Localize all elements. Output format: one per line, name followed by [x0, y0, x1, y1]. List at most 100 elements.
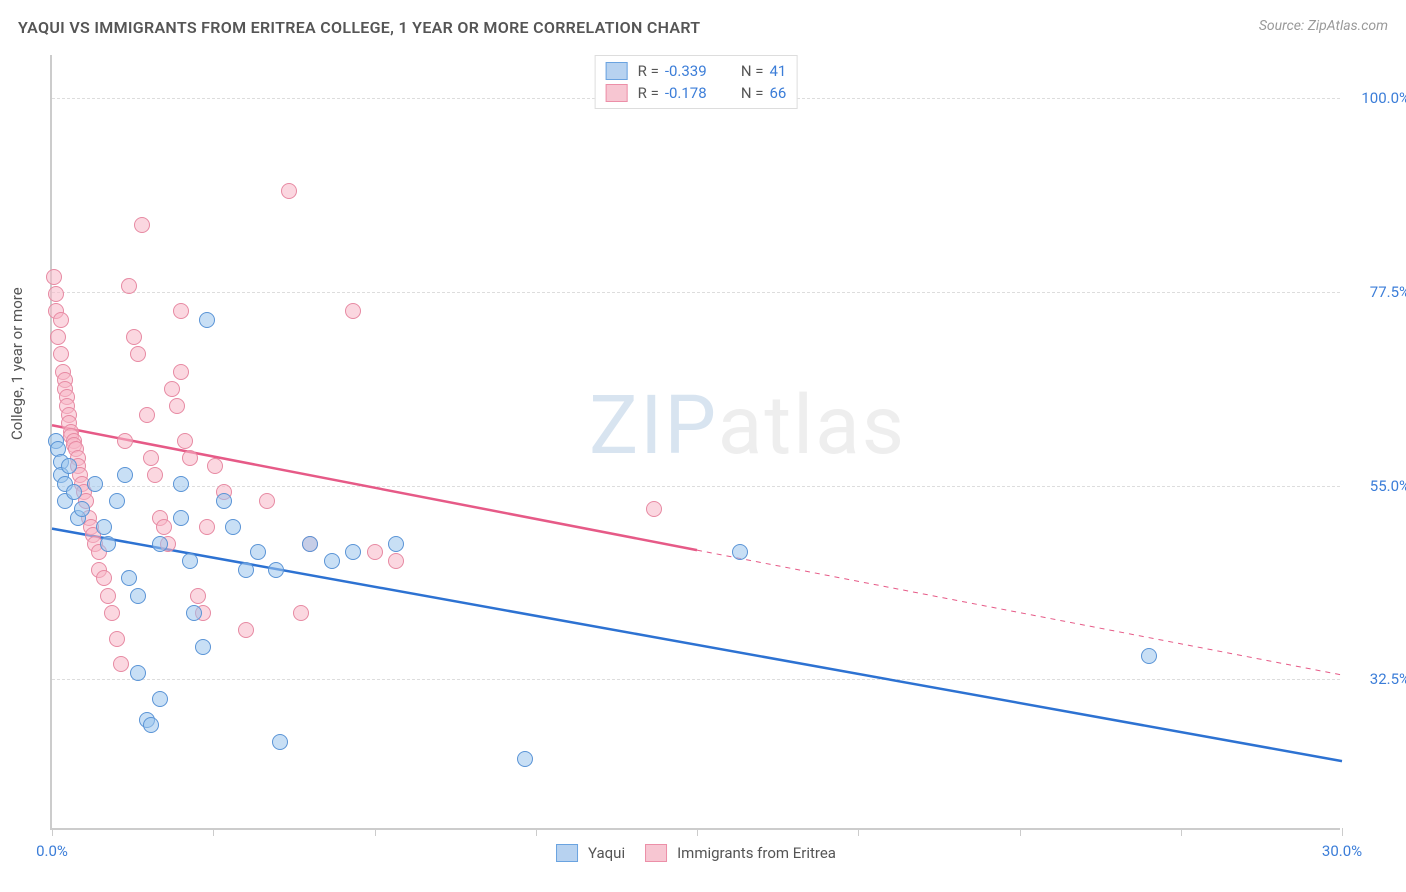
x-tick-label: 0.0%	[36, 842, 68, 860]
trend-line-dashed	[697, 550, 1342, 675]
scatter-point	[216, 493, 232, 509]
scatter-point	[152, 691, 168, 707]
scatter-point	[53, 346, 69, 362]
x-tick-label: 30.0%	[1322, 842, 1362, 860]
legend-n-value: 41	[769, 62, 786, 80]
scatter-point	[173, 510, 189, 526]
scatter-point	[134, 217, 150, 233]
trend-lines	[52, 55, 1340, 828]
scatter-point	[250, 544, 266, 560]
x-tick	[52, 828, 53, 836]
legend-series-item: Immigrants from Eritrea	[645, 844, 836, 862]
legend-series-label: Yaqui	[588, 844, 625, 862]
legend-correlation: R = -0.339 N = 41R = -0.178 N = 66	[595, 55, 798, 109]
scatter-point	[130, 588, 146, 604]
scatter-point	[259, 493, 275, 509]
scatter-point	[143, 450, 159, 466]
legend-series-item: Yaqui	[556, 844, 625, 862]
legend-n-label: N =	[741, 84, 764, 102]
x-tick	[858, 828, 859, 836]
y-tick-label: 55.0%	[1350, 477, 1406, 495]
scatter-point	[190, 588, 206, 604]
scatter-point	[121, 570, 137, 586]
scatter-point	[96, 519, 112, 535]
scatter-point	[87, 476, 103, 492]
scatter-point	[173, 303, 189, 319]
scatter-point	[152, 536, 168, 552]
scatter-point	[182, 553, 198, 569]
legend-row: R = -0.339 N = 41	[606, 60, 787, 82]
scatter-point	[143, 717, 159, 733]
scatter-point	[147, 467, 163, 483]
scatter-point	[61, 458, 77, 474]
scatter-point	[156, 519, 172, 535]
legend-n-label: N =	[741, 62, 764, 80]
scatter-point	[109, 493, 125, 509]
scatter-point	[130, 346, 146, 362]
scatter-point	[1141, 648, 1157, 664]
scatter-point	[139, 407, 155, 423]
y-axis-label: College, 1 year or more	[8, 287, 26, 440]
x-tick	[1020, 828, 1021, 836]
x-tick	[213, 828, 214, 836]
scatter-point	[238, 622, 254, 638]
scatter-point	[268, 562, 284, 578]
trend-line	[52, 425, 697, 550]
scatter-point	[302, 536, 318, 552]
scatter-point	[345, 303, 361, 319]
legend-r-label: R =	[638, 84, 659, 102]
scatter-point	[164, 381, 180, 397]
scatter-point	[281, 183, 297, 199]
scatter-point	[199, 519, 215, 535]
scatter-point	[100, 588, 116, 604]
x-tick	[536, 828, 537, 836]
legend-swatch	[606, 84, 628, 102]
source-attribution: Source: ZipAtlas.com	[1259, 18, 1388, 34]
scatter-point	[169, 398, 185, 414]
chart-plot-area: ZIPatlas 32.5%55.0%77.5%100.0% 0.0%30.0%…	[50, 55, 1340, 830]
scatter-point	[104, 605, 120, 621]
scatter-point	[388, 536, 404, 552]
y-tick-label: 32.5%	[1350, 670, 1406, 688]
scatter-point	[646, 501, 662, 517]
scatter-point	[173, 364, 189, 380]
y-tick-label: 77.5%	[1350, 283, 1406, 301]
scatter-point	[182, 450, 198, 466]
scatter-point	[126, 329, 142, 345]
scatter-point	[100, 536, 116, 552]
scatter-point	[345, 544, 361, 560]
scatter-point	[173, 476, 189, 492]
legend-swatch	[556, 844, 578, 862]
scatter-point	[96, 570, 112, 586]
scatter-point	[177, 433, 193, 449]
x-tick	[697, 828, 698, 836]
legend-r-value: -0.339	[665, 62, 725, 80]
scatter-point	[117, 467, 133, 483]
legend-series-label: Immigrants from Eritrea	[677, 844, 836, 862]
scatter-point	[48, 286, 64, 302]
legend-series: Yaqui Immigrants from Eritrea	[556, 844, 836, 862]
legend-r-value: -0.178	[665, 84, 725, 102]
scatter-point	[199, 312, 215, 328]
scatter-point	[324, 553, 340, 569]
legend-swatch	[645, 844, 667, 862]
legend-n-value: 66	[769, 84, 786, 102]
scatter-point	[113, 656, 129, 672]
legend-swatch	[606, 62, 628, 80]
scatter-point	[272, 734, 288, 750]
scatter-point	[74, 501, 90, 517]
scatter-point	[207, 458, 223, 474]
scatter-point	[66, 484, 82, 500]
x-tick	[1342, 828, 1343, 836]
x-tick	[375, 828, 376, 836]
scatter-point	[186, 605, 202, 621]
scatter-point	[53, 312, 69, 328]
scatter-point	[367, 544, 383, 560]
scatter-point	[50, 329, 66, 345]
scatter-point	[225, 519, 241, 535]
chart-title: YAQUI VS IMMIGRANTS FROM ERITREA COLLEGE…	[18, 18, 700, 37]
scatter-point	[130, 665, 146, 681]
legend-row: R = -0.178 N = 66	[606, 82, 787, 104]
scatter-point	[46, 269, 62, 285]
scatter-point	[293, 605, 309, 621]
